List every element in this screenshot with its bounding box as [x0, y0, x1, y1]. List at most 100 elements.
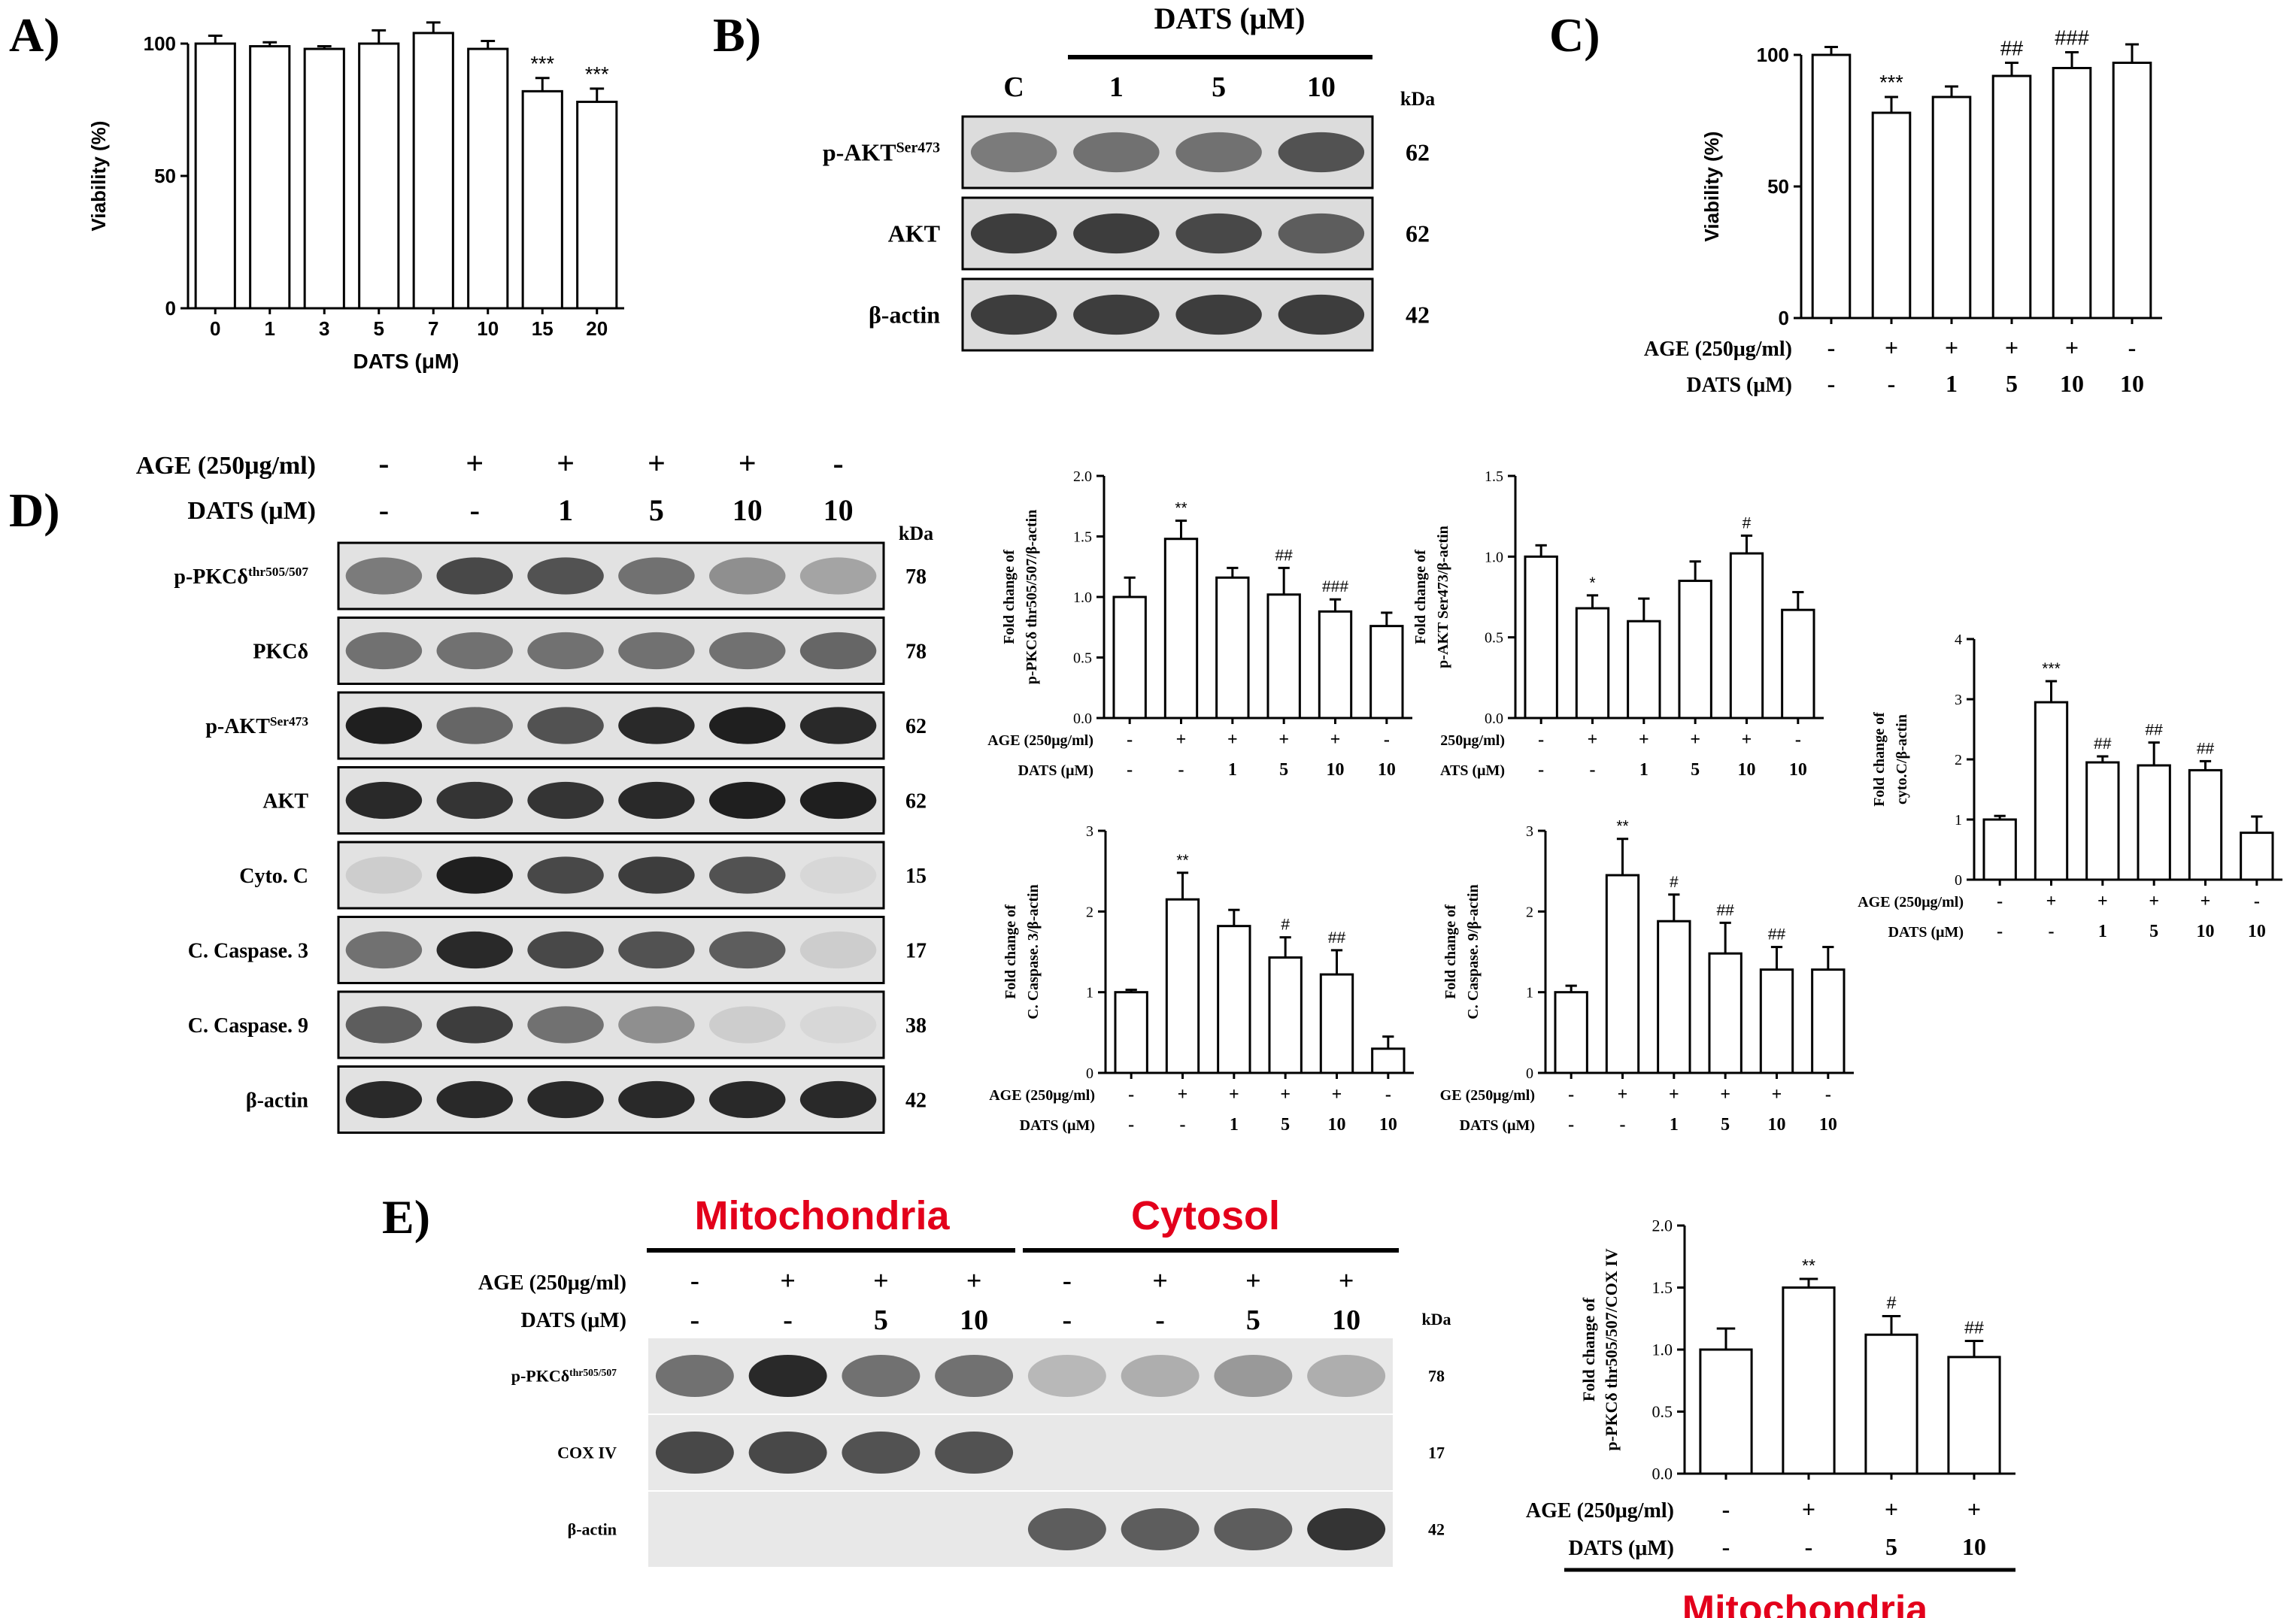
- blot-band: [436, 931, 513, 969]
- blot-band: [1073, 294, 1160, 335]
- dats-value: -: [1805, 1533, 1813, 1560]
- blot-band: [1278, 213, 1365, 254]
- y-tick-label: 50: [1767, 175, 1789, 198]
- age-sign: +: [739, 447, 757, 481]
- blot-band: [799, 1080, 877, 1119]
- significance-label: ##: [1275, 547, 1293, 564]
- chart-d-pkc: 0.00.51.01.52.0**#####Fold change of p-PK…: [987, 468, 1412, 780]
- blot-band: [709, 856, 786, 894]
- age-sign: -: [1538, 730, 1544, 750]
- blot-band: [709, 1006, 786, 1044]
- blot-band: [618, 707, 695, 744]
- age-sign: +: [2200, 892, 2211, 911]
- y-tick-label: 1.5: [1652, 1278, 1673, 1297]
- significance-label: #: [1670, 874, 1679, 891]
- dats-value: -: [1888, 370, 1896, 397]
- dats-value: -: [1827, 370, 1836, 397]
- dats-value: -: [1568, 1115, 1574, 1135]
- age-sign: +: [466, 447, 484, 481]
- blot-band: [799, 632, 877, 670]
- lane-label: 5: [1212, 71, 1226, 103]
- dats-value: -: [783, 1304, 793, 1336]
- bar: [1871, 111, 1912, 320]
- bar: [521, 89, 563, 310]
- kda-value: 17: [1428, 1444, 1445, 1462]
- blot-band: [345, 1080, 423, 1119]
- kda-value: 62: [1406, 220, 1430, 247]
- age-sign: +: [1152, 1265, 1168, 1295]
- dats-value: -: [1620, 1115, 1626, 1135]
- age-sign: +: [2097, 892, 2108, 911]
- kda-value: 78: [1428, 1367, 1445, 1386]
- dats-value: 1: [1946, 370, 1958, 397]
- bar: [1811, 53, 1852, 320]
- blot-band: [618, 557, 695, 595]
- age-sign: +: [1618, 1085, 1628, 1104]
- footer-label: Mitochondria: [1682, 1588, 1929, 1618]
- blot-band: [935, 1355, 1014, 1397]
- y-tick-label: 2: [1955, 752, 1962, 768]
- age-sign: +: [1245, 1265, 1261, 1295]
- y-axis-label-line2: cyto.C/β-actin: [1894, 714, 1910, 804]
- age-sign: +: [1802, 1495, 1815, 1523]
- dats-value: 1: [1230, 1115, 1239, 1135]
- age-sign: +: [1227, 730, 1238, 750]
- blot-band: [345, 557, 423, 595]
- blot-row-label: C. Caspase. 3: [188, 939, 308, 962]
- lane-label: 1: [1109, 71, 1124, 103]
- blot-band: [527, 1080, 604, 1119]
- y-tick-label: 2: [1086, 904, 1093, 920]
- blot-row-label: β-actin: [869, 301, 940, 329]
- age-sign: -: [1722, 1495, 1730, 1523]
- y-tick-label: 0.0: [1652, 1465, 1673, 1483]
- blot-strip: [337, 990, 885, 1059]
- significance-label: ##: [2094, 735, 2112, 753]
- chart-a-viability: 0 50 100 0 1 3 5 7 10 *** 15 *** 20 Viability (%) DATS…: [87, 21, 624, 373]
- bar: [2034, 701, 2069, 881]
- dats-value: 5: [2006, 370, 2018, 397]
- bar: [1318, 610, 1353, 720]
- dats-value: -: [1155, 1304, 1165, 1336]
- y-tick-label: 50: [154, 165, 176, 187]
- age-sign: +: [648, 447, 666, 481]
- y-tick-label: 0.0: [1073, 711, 1092, 727]
- significance-label: ##: [1328, 929, 1346, 947]
- significance-label: ##: [1964, 1317, 1984, 1337]
- age-sign: +: [1229, 1085, 1239, 1104]
- y-tick-label: 0.5: [1652, 1402, 1673, 1421]
- bar: [1215, 576, 1250, 720]
- dats-value: 1: [2098, 922, 2107, 941]
- bar: [1369, 625, 1404, 720]
- bar: [1163, 538, 1199, 720]
- bar: [1268, 956, 1303, 1074]
- y-tick-label: 1.0: [1652, 1341, 1673, 1359]
- y-tick-label: 0.0: [1485, 711, 1503, 727]
- dats-value: 1: [1639, 760, 1648, 780]
- y-axis-label-line1: Fold change of: [1002, 904, 1019, 999]
- significance-label: **: [1176, 852, 1188, 869]
- age-row-label: AGE (250μg/ml): [1858, 894, 1964, 911]
- x-tick-label: 1: [265, 317, 275, 340]
- significance-label: ##: [2145, 722, 2163, 739]
- dats-row-label: DATS (μM): [1568, 1537, 1674, 1560]
- blot-band: [709, 707, 786, 744]
- blot-row-label: PKCδ: [253, 640, 308, 663]
- bar: [576, 100, 618, 310]
- group-label-cytosol: Cytosol: [1131, 1193, 1280, 1238]
- y-tick-label: 3: [1086, 823, 1093, 840]
- y-tick-label: 1.0: [1485, 549, 1503, 565]
- dats-value: 10: [2197, 922, 2215, 941]
- bar: [1708, 952, 1742, 1074]
- age-sign: -: [1568, 1085, 1574, 1104]
- dats-value: 10: [823, 493, 854, 527]
- blot-band: [436, 781, 513, 820]
- y-axis-label-line1: Fold change of: [1001, 550, 1018, 644]
- blot-band: [1307, 1508, 1386, 1550]
- kda-value: 78: [905, 640, 927, 663]
- dats-value: -: [379, 493, 389, 527]
- bar: [1554, 991, 1588, 1074]
- bar: [1678, 580, 1712, 720]
- dats-value: 10: [2120, 370, 2144, 397]
- dats-value: 10: [2060, 370, 2084, 397]
